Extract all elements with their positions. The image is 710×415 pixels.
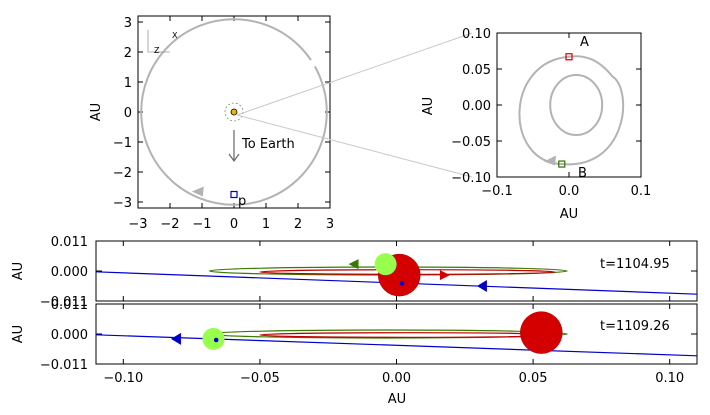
inner-dotted-ring: [224, 102, 244, 122]
edge-bottom-y-label: AU: [11, 325, 26, 343]
zoom-y-tick-label: −0.05: [451, 135, 491, 150]
orbit-direction-arrow: [191, 186, 204, 197]
line-point: [399, 280, 405, 286]
central-star: [230, 108, 238, 116]
red-orbit: [259, 332, 556, 338]
zoom-y-tick-label: 0.10: [462, 27, 491, 42]
line-direction-arrow: [476, 280, 487, 292]
edge-x-tick-label: 0.05: [519, 371, 548, 386]
edge-y-tick-label: −0.011: [40, 295, 88, 310]
overview-y-tick-label: 0: [124, 106, 132, 121]
green-body: [202, 327, 225, 350]
x-axis-hint: X: [172, 31, 178, 40]
edge-y-tick-label: 0.000: [51, 265, 88, 280]
inner-loop: [549, 74, 604, 136]
edge-x-tick-label: −0.05: [240, 371, 280, 386]
overview-y-tick-label: 3: [124, 16, 132, 31]
point-b-label: B: [578, 166, 587, 181]
time-label-bottom: t=1109.26: [600, 319, 670, 334]
edge-panel-bottom: 0.011 0.000 −0.011 t=1109.26 AU: [11, 298, 698, 373]
zoom-y-label: AU: [421, 97, 436, 115]
edge-x-tick-label: 0.00: [382, 371, 411, 386]
point-p-label: p: [238, 194, 246, 209]
red-body: [520, 311, 563, 354]
point-a-marker: [565, 53, 573, 61]
point-p-marker: [230, 190, 238, 199]
zoom-x-label: AU: [560, 207, 578, 222]
zoom-x-tick-label: 0.1: [631, 184, 652, 199]
overview-x-tick-label: 2: [294, 217, 302, 232]
edge-y-tick-label: 0.011: [51, 298, 88, 313]
line-direction-arrow: [170, 332, 181, 345]
overview-y-tick-label: −2: [113, 166, 132, 181]
green-body: [374, 253, 397, 276]
point-b-marker: [558, 160, 566, 168]
overview-y-tick-label: −1: [113, 136, 132, 151]
overview-y-tick-label: 1: [124, 76, 132, 91]
edge-frame-bottom: [95, 303, 698, 365]
orbit-gap: [309, 59, 317, 68]
overview-x-tick-label: −2: [160, 217, 179, 232]
zoom-x-tick-label: −0.1: [481, 184, 513, 199]
red-orbit-arrow: [439, 270, 450, 281]
edge-y-tick-label: 0.000: [51, 328, 88, 343]
overview-y-tick-label: −3: [113, 196, 132, 211]
line-of-sight: [95, 334, 698, 357]
zoom-y-tick-label: 0.05: [462, 63, 491, 78]
zoom-panel: −0.1 0.0 0.1 0.10 0.05 0.00 −0.05 −0.10 AU AU A…: [421, 27, 651, 222]
zoom-direction-arrow: [544, 155, 556, 166]
zoom-connector-bottom: [236, 114, 473, 178]
outer-loop: [518, 55, 625, 166]
overview-x-tick-label: 1: [262, 217, 270, 232]
zoom-y-tick-label: 0.00: [462, 99, 491, 114]
edge-y-tick-label: −0.011: [40, 358, 88, 373]
edge-x-tick-label: −0.10: [103, 371, 143, 386]
edge-x-tick-label: 0.10: [655, 371, 684, 386]
overview-y-label: AU: [89, 103, 104, 121]
zoom-connector-top: [236, 32, 473, 116]
overview-panel: −3 −2 −1 0 1 2 3 3 2 1 0 −1 −2 −3 AU To Earth X Z p: [89, 15, 334, 232]
overview-x-tick-label: −1: [192, 217, 211, 232]
orbit-circle: [140, 18, 328, 206]
time-label-top: t=1104.95: [600, 257, 670, 272]
to-earth-label: To Earth: [241, 137, 295, 152]
overview-y-tick-label: 2: [124, 46, 132, 61]
green-orbit-arrow: [348, 259, 359, 270]
to-earth-arrow-head: [228, 153, 240, 163]
zoom-x-tick-label: 0.0: [559, 184, 580, 199]
z-axis-hint: Z: [154, 46, 160, 55]
point-a-label: A: [580, 35, 589, 50]
edge-y-tick-label: 0.011: [51, 235, 88, 250]
zoom-y-tick-label: −0.10: [451, 171, 491, 186]
axis-hint-lines: [147, 30, 170, 53]
line-point: [213, 337, 219, 343]
edge-panel-top: 0.011 0.000 −0.011 t=1104.95 AU: [11, 235, 698, 310]
edge-x-label: AU: [388, 392, 406, 407]
overview-x-tick-label: 3: [326, 217, 334, 232]
overview-x-tick-label: −3: [128, 217, 147, 232]
edge-top-y-label: AU: [11, 262, 26, 280]
zoom-frame: [496, 32, 642, 178]
overview-x-tick-label: 0: [230, 217, 238, 232]
